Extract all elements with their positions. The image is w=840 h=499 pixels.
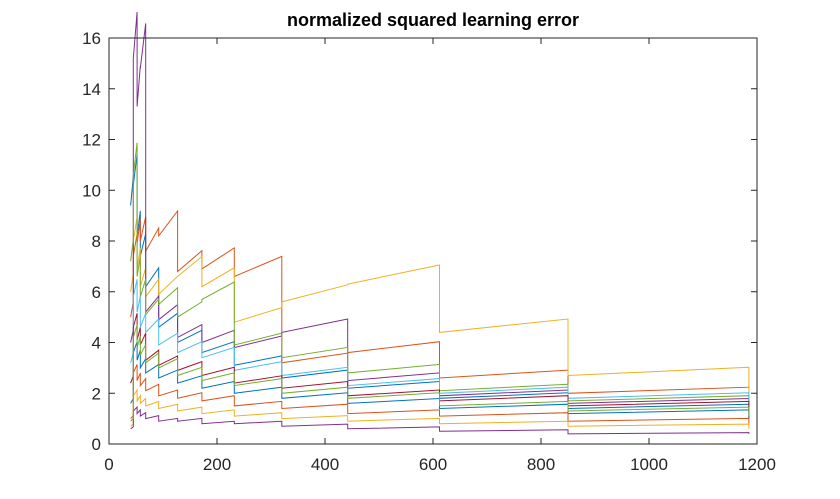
y-tick-label: 14: [82, 80, 101, 99]
y-tick-label: 2: [92, 384, 101, 403]
x-tick-label: 800: [527, 455, 555, 474]
series-line: [130, 388, 750, 429]
x-tick-label: 0: [104, 455, 113, 474]
x-tick-label: 1000: [630, 455, 668, 474]
y-tick-label: 4: [92, 334, 101, 353]
x-tick-label: 200: [203, 455, 231, 474]
chart-title: normalized squared learning error: [287, 10, 579, 30]
series-line: [130, 216, 750, 399]
y-tick-label: 0: [92, 435, 101, 454]
series-line: [130, 364, 750, 424]
series-line: [130, 279, 750, 404]
x-tick-label: 400: [311, 455, 339, 474]
ticks-layer: 0 200 400 600 800 1000 1200 0 2 4 6 8 10 12 14 16: [82, 29, 776, 474]
series-layer: [130, 11, 750, 435]
series-line: [130, 405, 750, 435]
y-tick-label: 16: [82, 29, 101, 48]
y-tick-label: 12: [82, 131, 101, 150]
y-tick-label: 6: [92, 283, 101, 302]
x-tick-label: 1200: [738, 455, 776, 474]
y-tick-label: 10: [82, 181, 101, 200]
axes-box: [108, 37, 758, 445]
x-tick-label: 600: [419, 455, 447, 474]
y-tick-label: 8: [92, 232, 101, 251]
series-line: [130, 324, 750, 422]
